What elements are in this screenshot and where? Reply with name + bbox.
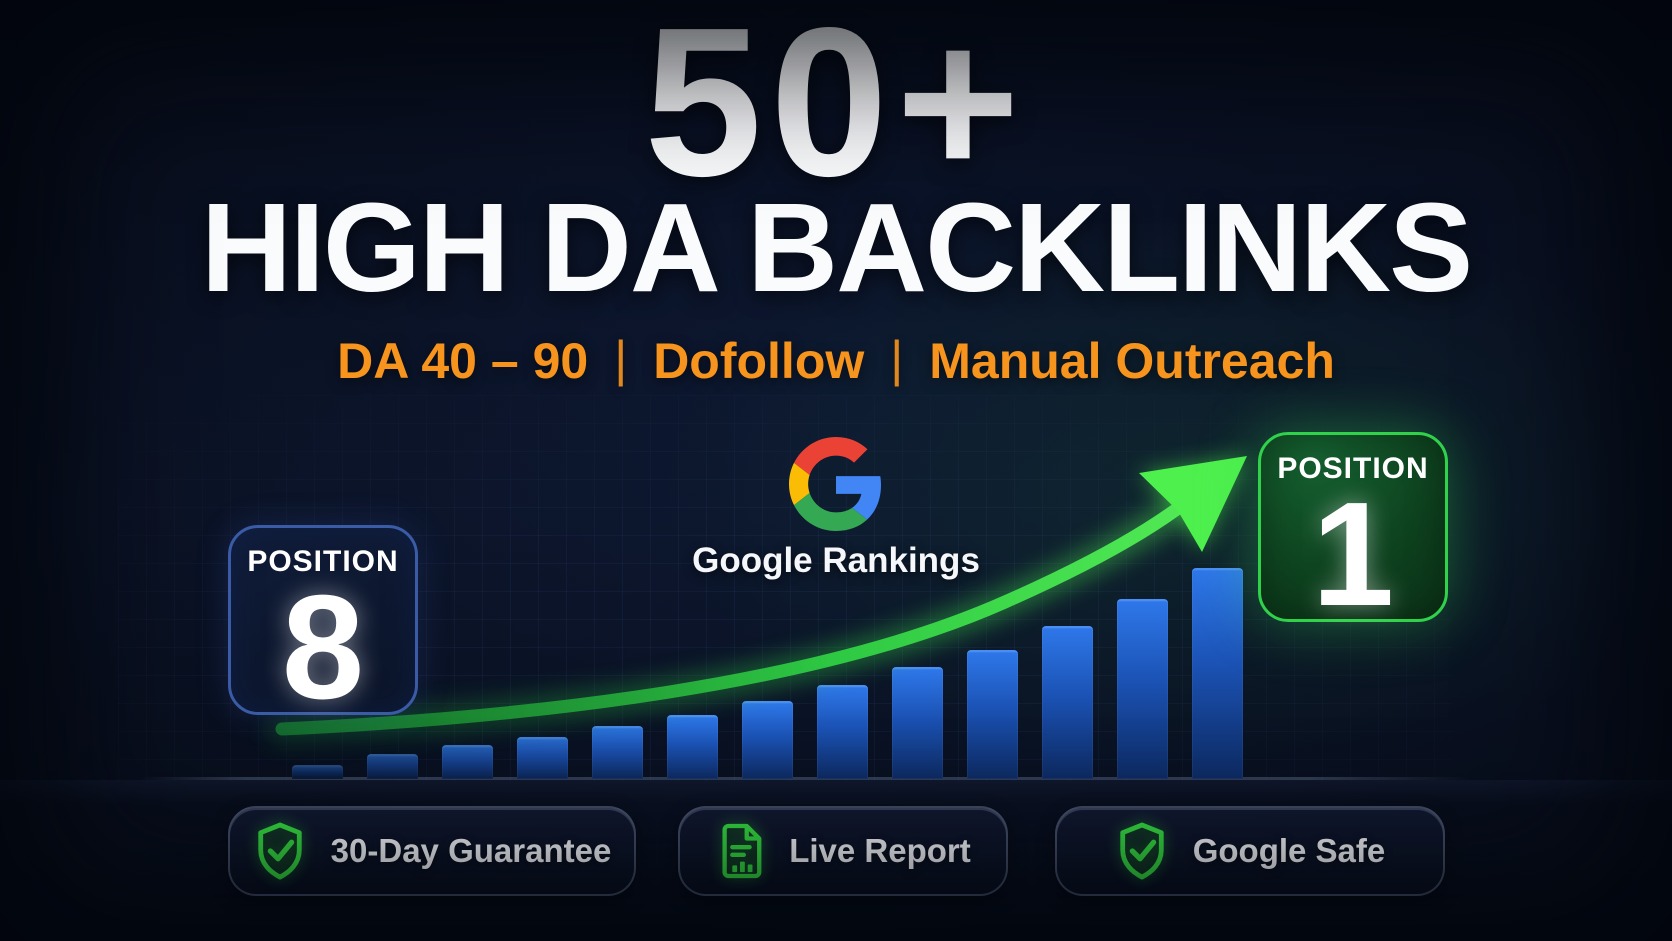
- google-g-logo: [789, 437, 882, 531]
- ranking-bar: [1192, 568, 1243, 779]
- ranking-bar: [292, 765, 343, 779]
- ranking-bar-chart: [292, 568, 1243, 779]
- ranking-bar: [517, 737, 568, 779]
- tagline-item-dofollow: Dofollow: [653, 333, 865, 389]
- feature-guarantee-badge: 30-Day Guarantee: [228, 806, 636, 896]
- ranking-bar: [892, 667, 943, 779]
- shield-check-icon: [1120, 822, 1164, 880]
- tagline-item-da-range: DA 40 – 90: [337, 333, 589, 389]
- headline: HIGH DA BACKLINKS: [200, 177, 1473, 318]
- ranking-bar: [817, 685, 868, 779]
- chart-baseline: [140, 777, 1470, 780]
- feature-google-safe-badge: Google Safe: [1055, 806, 1445, 896]
- shield-check-icon: [257, 822, 302, 880]
- ranking-bar: [592, 726, 643, 779]
- ranking-bar: [367, 754, 418, 779]
- feature-live-report-label: Live Report: [789, 832, 971, 869]
- tagline: DA 40 – 90 | Dofollow | Manual Outreach: [0, 331, 1672, 390]
- ranking-bar: [967, 650, 1018, 779]
- position-end-label: POSITION: [1277, 452, 1429, 485]
- feature-google-safe-label: Google Safe: [1192, 832, 1386, 869]
- google-rankings-label: Google Rankings: [692, 541, 980, 580]
- tagline-separator: |: [614, 331, 628, 387]
- feature-live-report-badge: Live Report: [678, 806, 1008, 896]
- position-start-value: 8: [281, 565, 365, 730]
- ranking-bar: [442, 745, 493, 779]
- ranking-bar: [1117, 599, 1168, 779]
- headline-number: 50+: [644, 0, 1028, 220]
- position-end-value: 1: [1311, 472, 1395, 637]
- ranking-bar: [667, 715, 718, 779]
- ranking-bar: [742, 701, 793, 779]
- ranking-bar: [1042, 626, 1093, 779]
- position-start-badge: POSITION 8: [228, 525, 418, 730]
- feature-guarantee-label: 30-Day Guarantee: [330, 832, 612, 869]
- chart-floor-shade: [0, 780, 1672, 804]
- position-start-label: POSITION: [247, 545, 399, 578]
- report-document-icon: [722, 823, 762, 879]
- tagline-separator: |: [890, 331, 904, 387]
- position-end-badge: POSITION 1: [1258, 432, 1448, 637]
- tagline-item-manual-outreach: Manual Outreach: [929, 333, 1335, 389]
